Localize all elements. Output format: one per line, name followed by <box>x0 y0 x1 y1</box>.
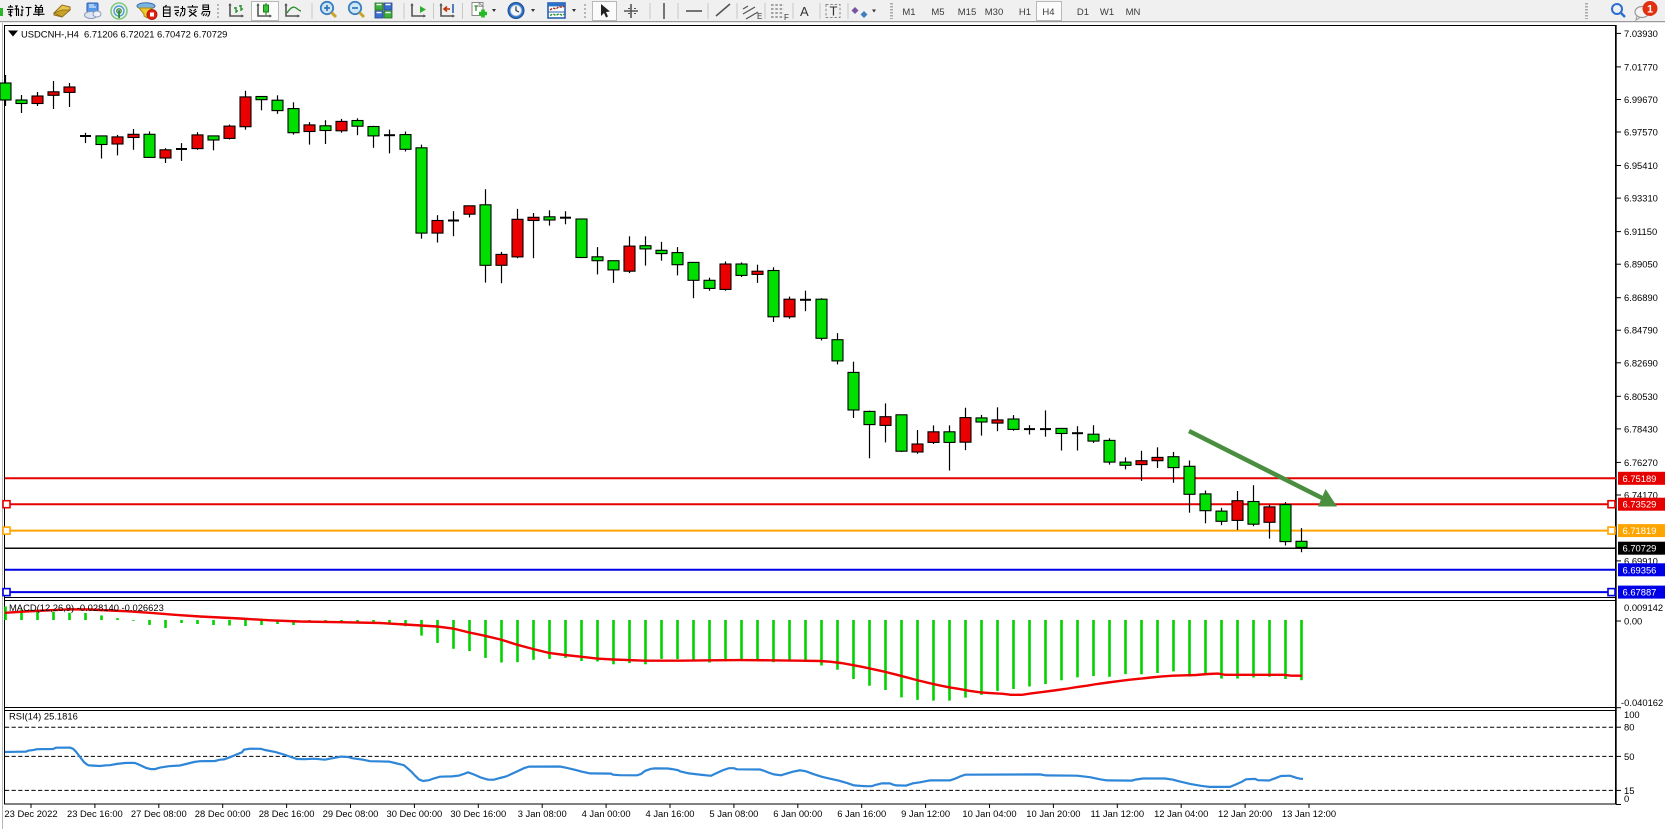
svg-text:80: 80 <box>1624 722 1634 733</box>
svg-text:M5: M5 <box>931 7 944 18</box>
svg-text:6.86890: 6.86890 <box>1624 292 1658 303</box>
svg-text:1: 1 <box>1647 4 1653 16</box>
svg-text:RSI(14) 25.1816: RSI(14) 25.1816 <box>9 711 78 722</box>
svg-text:D1: D1 <box>1077 7 1089 18</box>
svg-text:E: E <box>757 12 762 21</box>
svg-text:23 Dec 2022: 23 Dec 2022 <box>4 808 57 819</box>
svg-text:MACD(12,26,9) -0.028140 -0.026: MACD(12,26,9) -0.028140 -0.026623 <box>9 602 164 613</box>
svg-text:6.67887: 6.67887 <box>1623 587 1657 598</box>
svg-text:M1: M1 <box>902 7 915 18</box>
svg-text:6 Jan 00:00: 6 Jan 00:00 <box>773 808 822 819</box>
svg-text:10 Jan 04:00: 10 Jan 04:00 <box>962 808 1016 819</box>
svg-text:13 Jan 12:00: 13 Jan 12:00 <box>1282 808 1336 819</box>
svg-text:M15: M15 <box>958 7 976 18</box>
svg-text:A: A <box>800 4 809 19</box>
svg-text:6.76270: 6.76270 <box>1624 457 1658 468</box>
svg-text:6.93310: 6.93310 <box>1624 193 1658 204</box>
svg-text:15: 15 <box>1624 785 1634 796</box>
svg-text:6.82690: 6.82690 <box>1624 357 1658 368</box>
svg-text:6.89050: 6.89050 <box>1624 259 1658 270</box>
svg-text:H1: H1 <box>1019 7 1031 18</box>
svg-text:M30: M30 <box>985 7 1003 18</box>
svg-text:28 Dec 00:00: 28 Dec 00:00 <box>195 808 251 819</box>
svg-text:11 Jan 12:00: 11 Jan 12:00 <box>1091 808 1145 819</box>
svg-text:6.80530: 6.80530 <box>1624 391 1658 402</box>
svg-text:6.69356: 6.69356 <box>1623 564 1657 575</box>
svg-text:30 Dec 00:00: 30 Dec 00:00 <box>387 808 443 819</box>
svg-text:6.75189: 6.75189 <box>1623 473 1657 484</box>
svg-text:6.91150: 6.91150 <box>1624 226 1657 237</box>
svg-text:-0.040162: -0.040162 <box>1621 697 1663 708</box>
svg-text:6.71819: 6.71819 <box>1623 525 1657 536</box>
svg-text:4 Jan 00:00: 4 Jan 00:00 <box>582 808 631 819</box>
svg-text:27 Dec 08:00: 27 Dec 08:00 <box>131 808 187 819</box>
svg-text:28 Dec 16:00: 28 Dec 16:00 <box>259 808 315 819</box>
svg-text:6.73529: 6.73529 <box>1623 499 1657 510</box>
svg-text:F: F <box>784 13 789 22</box>
svg-text:6.70729: 6.70729 <box>1623 543 1657 554</box>
svg-text:12 Jan 04:00: 12 Jan 04:00 <box>1154 808 1208 819</box>
svg-text:USDCNH-,H4 6.71206 6.72021 6.: USDCNH-,H4 6.71206 6.72021 6.70472 6.707… <box>21 29 227 40</box>
svg-text:29 Dec 08:00: 29 Dec 08:00 <box>323 808 379 819</box>
svg-text:5 Jan 08:00: 5 Jan 08:00 <box>709 808 758 819</box>
svg-text:6.95410: 6.95410 <box>1624 160 1658 171</box>
svg-text:6 Jan 16:00: 6 Jan 16:00 <box>837 808 886 819</box>
svg-text:W1: W1 <box>1100 7 1114 18</box>
svg-text:12 Jan 20:00: 12 Jan 20:00 <box>1218 808 1272 819</box>
svg-text:23 Dec 16:00: 23 Dec 16:00 <box>67 808 123 819</box>
svg-text:6.97570: 6.97570 <box>1624 127 1658 138</box>
svg-text:7.01770: 7.01770 <box>1624 61 1658 72</box>
svg-text:6.84790: 6.84790 <box>1624 325 1658 336</box>
svg-text:30 Dec 16:00: 30 Dec 16:00 <box>450 808 506 819</box>
svg-text:6.99670: 6.99670 <box>1624 94 1658 105</box>
svg-text:10 Jan 20:00: 10 Jan 20:00 <box>1026 808 1080 819</box>
svg-text:50: 50 <box>1624 751 1634 762</box>
svg-text:100: 100 <box>1624 709 1640 720</box>
svg-text:T: T <box>830 4 838 19</box>
svg-text:7.03930: 7.03930 <box>1624 28 1658 39</box>
svg-text:6.74170: 6.74170 <box>1624 490 1658 501</box>
svg-text:3 Jan 08:00: 3 Jan 08:00 <box>518 808 567 819</box>
svg-text:6.69910: 6.69910 <box>1624 555 1658 566</box>
svg-text:0: 0 <box>1624 793 1629 804</box>
svg-text:MN: MN <box>1126 7 1141 18</box>
svg-text:H4: H4 <box>1042 7 1054 18</box>
svg-text:6.78430: 6.78430 <box>1624 423 1658 434</box>
svg-text:4 Jan 16:00: 4 Jan 16:00 <box>646 808 695 819</box>
svg-text:9 Jan 12:00: 9 Jan 12:00 <box>901 808 950 819</box>
svg-text:0.00: 0.00 <box>1624 616 1642 627</box>
svg-text:0.009142: 0.009142 <box>1624 602 1663 613</box>
